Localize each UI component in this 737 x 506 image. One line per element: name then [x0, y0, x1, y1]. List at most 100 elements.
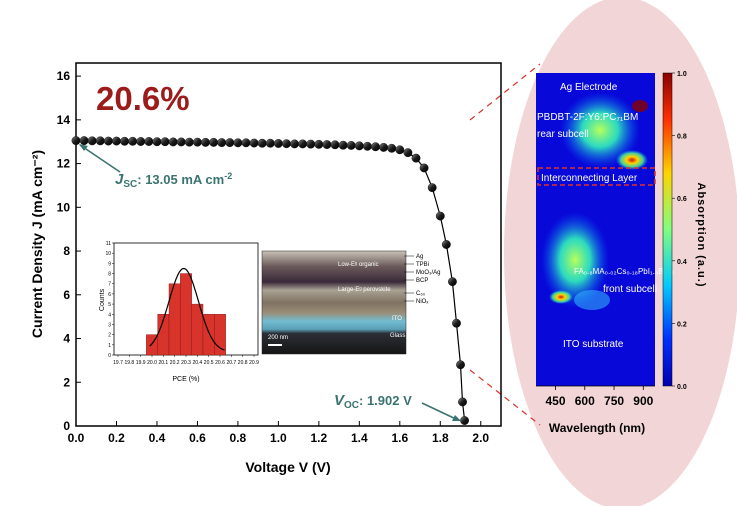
y-tick-label: 10: [57, 200, 71, 214]
layer-front-material: FA₀.₈MA₀.₀₂Cs₀.₁₈PbI₁.₈Br₁.₂: [574, 267, 674, 276]
absorption-x-tick-label: 600: [575, 394, 595, 408]
jv-point: [290, 139, 299, 149]
x-tick-label: 0.2: [108, 431, 125, 445]
histogram-x-tick-label: 20.7: [226, 360, 236, 366]
histogram-x-tick-label: 19.8: [124, 360, 134, 366]
jv-point: [322, 140, 332, 149]
colorbar-tick-label: 1.0: [677, 71, 687, 78]
layer-interconnecting: Interconnecting Layer: [541, 173, 638, 184]
x-tick-label: 1.8: [432, 431, 449, 445]
jv-point: [427, 183, 437, 193]
jv-point: [168, 137, 178, 147]
pce-histogram-inset: 19.7 19.8 19.9 20.0 20.1 20.2 20.3 20.4 20.5 20.6…: [97, 236, 261, 383]
colorbar-label: Absorption (a.u.): [695, 183, 707, 288]
x-tick-label: 1.0: [270, 431, 287, 445]
jv-point: [209, 137, 219, 147]
jsc-arrowhead: [79, 144, 88, 151]
jv-series-points: [71, 136, 469, 425]
histogram-x-tick-label: 20.1: [158, 360, 168, 366]
histogram-y-tick-label: 6: [108, 292, 111, 298]
voc-arrow: [421, 402, 459, 421]
absorption-x-tick-label: 750: [604, 394, 624, 408]
x-tick-label: 1.2: [311, 431, 328, 445]
y-tick-label: 6: [63, 288, 70, 302]
jv-point: [346, 141, 356, 150]
histogram-x-ticks: 19.7 19.8 19.9 20.0 20.1 20.2 20.3 20.4 20.5 20.6…: [113, 355, 259, 366]
x-tick-label: 2.0: [472, 431, 489, 445]
colorbar-ticks: 1.0 0.8 0.6 0.4 0.2 0.0: [672, 71, 687, 391]
jv-point: [233, 138, 243, 148]
jv-point: [387, 143, 397, 153]
x-tick-label: 0.0: [68, 431, 85, 445]
x-tick-label: 1.6: [391, 431, 408, 445]
histogram-x-tick-label: 20.2: [170, 360, 180, 366]
histogram-y-tick-label: 4: [108, 312, 111, 318]
jv-point: [71, 136, 81, 146]
jv-point: [87, 136, 97, 146]
sem-label-tpbi: TPBi: [416, 262, 429, 268]
sem-label-moo3: MoO₃/Ag: [416, 270, 440, 276]
layer-rear-subcell: rear subcell: [537, 129, 589, 140]
jv-point: [456, 360, 465, 370]
layer-ag: Ag Electrode: [560, 82, 618, 93]
jv-point: [298, 139, 308, 149]
jv-point: [330, 140, 340, 150]
front-absorption-peak: [549, 290, 573, 304]
jv-point: [460, 416, 469, 425]
jv-point: [95, 136, 105, 146]
jv-point: [452, 318, 461, 328]
jv-point: [249, 138, 259, 148]
x-tick-label: 0.6: [189, 431, 206, 445]
jv-point: [419, 163, 429, 173]
histogram-y-ticks: 0 1 2 3 4 5 6 7 8 9 10 11: [105, 241, 114, 359]
y-tick-label: 0: [63, 419, 70, 433]
sem-layer-callouts: Ag TPBi MoO₃/Ag BCP C₆₀ NiOₓ: [404, 254, 440, 305]
jv-point: [379, 143, 389, 152]
jv-point: [411, 153, 421, 163]
sem-image: [262, 251, 406, 354]
histogram-y-label: Counts: [99, 288, 106, 311]
jv-point: [282, 139, 291, 149]
sem-label-bcp: BCP: [416, 278, 428, 284]
histogram-x-tick-label: 20.4: [192, 360, 202, 366]
rear-absorption-region: [560, 92, 640, 168]
jv-point: [273, 139, 283, 148]
x-tick-label: 0.8: [230, 431, 247, 445]
jv-point: [241, 138, 251, 148]
x-axis-ticks: 0.0 0.2 0.4 0.6 0.8 1.0 1.2 1.4 1.6 1.8 2.0: [68, 421, 489, 445]
sem-label-glass: Glass: [390, 333, 405, 339]
histogram-y-tick-label: 7: [108, 282, 111, 288]
y-tick-label: 14: [57, 113, 71, 127]
colorbar: [662, 72, 673, 387]
jv-point: [120, 136, 129, 146]
histogram-x-tick-label: 20.5: [204, 360, 214, 366]
layer-front-subcell: front subcell: [603, 284, 657, 295]
layer-rear-material: PBDBT-2F:Y6:PC₇₁BM: [537, 112, 638, 123]
sem-label-c60: C₆₀: [416, 291, 426, 297]
y-tick-label: 16: [57, 69, 71, 83]
y-tick-label: 8: [63, 244, 70, 258]
x-tick-label: 0.4: [149, 431, 166, 445]
colorbar-tick-label: 0.8: [677, 134, 687, 141]
y-axis-ticks: 0 2 4 6 8 10 12 14 16: [57, 69, 81, 433]
y-tick-label: 12: [57, 157, 71, 171]
x-tick-label: 1.4: [351, 431, 368, 445]
jv-point: [184, 137, 194, 147]
jv-point: [136, 137, 146, 146]
histogram-x-tick-label: 20.9: [249, 360, 259, 366]
efficiency-label: 20.6%: [96, 80, 190, 117]
histogram-x-tick-label: 20.8: [238, 360, 248, 366]
colorbar-tick-label: 0.2: [677, 321, 687, 328]
histogram-x-tick-label: 19.9: [136, 360, 146, 366]
colorbar-tick-label: 0.4: [677, 259, 687, 266]
jv-point: [160, 137, 170, 147]
jv-point: [314, 139, 324, 149]
jv-point: [371, 142, 380, 152]
histogram-y-tick-label: 9: [108, 261, 111, 267]
jv-point: [225, 138, 235, 147]
jv-point: [458, 397, 467, 407]
histogram-x-label: PCE (%): [172, 376, 199, 383]
histogram-x-tick-label: 19.7: [113, 360, 123, 366]
histogram-x-tick-label: 20.3: [181, 360, 191, 366]
jv-point: [201, 137, 210, 147]
